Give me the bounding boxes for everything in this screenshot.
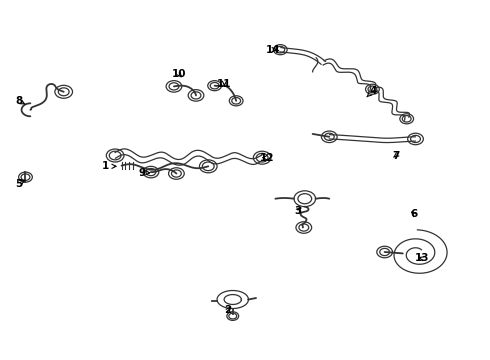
Text: 4: 4 bbox=[367, 86, 377, 97]
Text: 14: 14 bbox=[266, 45, 281, 55]
Text: 9: 9 bbox=[139, 168, 149, 178]
Text: 10: 10 bbox=[172, 69, 186, 79]
Text: 6: 6 bbox=[411, 209, 417, 219]
Text: 11: 11 bbox=[217, 78, 232, 89]
Text: 5: 5 bbox=[15, 179, 25, 189]
Text: 3: 3 bbox=[294, 206, 301, 216]
Text: 13: 13 bbox=[415, 253, 430, 264]
Text: 1: 1 bbox=[102, 161, 116, 171]
Text: 8: 8 bbox=[15, 96, 25, 106]
Text: 2: 2 bbox=[224, 305, 231, 315]
Text: 12: 12 bbox=[260, 153, 274, 163]
Text: 7: 7 bbox=[392, 150, 400, 161]
